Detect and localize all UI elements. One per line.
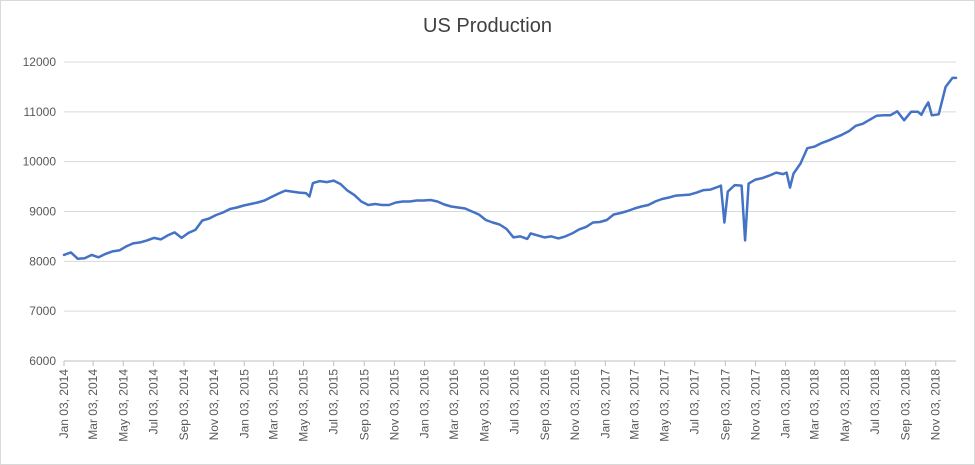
series-line-us-production [62,76,958,261]
x-tick-label: Jan 03, 2018 [779,369,793,439]
x-tick-label: Jan 03, 2017 [598,369,612,439]
x-tick-label: May 03, 2018 [838,369,852,442]
x-tick-label: Sep 03, 2017 [718,369,732,441]
x-tick-label: Sep 03, 2018 [899,369,913,441]
x-tick-label: May 03, 2017 [658,369,672,442]
x-tick-label: Jul 03, 2016 [507,369,521,435]
x-tick-label: Mar 03, 2017 [627,369,641,440]
x-tick-label: Jul 03, 2018 [868,369,882,435]
x-tick-label: Nov 03, 2015 [387,369,401,441]
y-tick-label: 10000 [23,155,57,169]
y-tick-label: 7000 [29,304,56,318]
x-tick-label: Mar 03, 2016 [447,369,461,440]
x-tick-label: Nov 03, 2014 [207,369,221,441]
x-tick-label: Jul 03, 2015 [327,369,341,435]
x-tick-label: May 03, 2016 [477,369,491,442]
y-tick-label: 12000 [23,55,57,69]
x-tick-label: Sep 03, 2014 [177,369,191,441]
x-tick-label: May 03, 2014 [116,369,130,442]
x-tick-label: Mar 03, 2018 [808,369,822,440]
x-tick-label: Sep 03, 2015 [357,369,371,441]
chart-title: US Production [423,15,552,37]
x-tick-label: Nov 03, 2018 [929,369,943,441]
x-tick-label: Jan 03, 2015 [237,369,251,439]
x-tick-label: Mar 03, 2014 [86,369,100,440]
x-tick-label: Sep 03, 2016 [538,369,552,441]
y-tick-label: 8000 [29,254,56,268]
x-tick-label: Jul 03, 2017 [688,369,702,435]
x-tick-label: Jan 03, 2014 [57,369,71,439]
y-tick-label: 6000 [29,354,56,368]
y-tick-label: 11000 [24,105,57,119]
x-tick-label: Mar 03, 2015 [266,369,280,440]
x-tick-label: Nov 03, 2017 [748,369,762,441]
x-tick-label: Nov 03, 2016 [568,369,582,441]
x-tick-label: Jul 03, 2014 [146,369,160,435]
y-tick-label: 9000 [29,205,56,219]
x-tick-label: Jan 03, 2016 [418,369,432,439]
x-tick-label: May 03, 2015 [297,369,311,442]
